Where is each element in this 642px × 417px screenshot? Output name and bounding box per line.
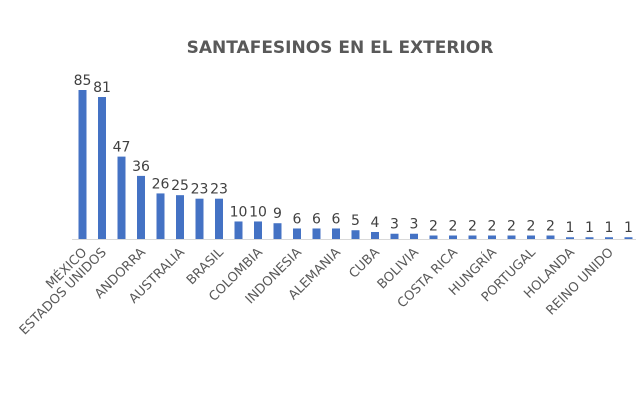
bar — [78, 90, 87, 239]
data-label: 3 — [410, 217, 419, 233]
data-label: 81 — [93, 80, 111, 96]
data-label: 2 — [449, 218, 458, 234]
data-label: 1 — [585, 220, 594, 236]
bar — [137, 175, 145, 239]
bar — [195, 198, 204, 239]
data-label: 2 — [546, 218, 555, 234]
data-label: 85 — [74, 73, 92, 89]
data-label: 1 — [566, 220, 575, 236]
bar — [98, 97, 106, 239]
bar — [176, 195, 184, 239]
bar — [585, 237, 594, 239]
data-label: 10 — [230, 204, 248, 220]
bar — [234, 221, 243, 239]
bar — [156, 193, 165, 239]
chart-title: SANTAFESINOS EN EL EXTERIOR — [187, 38, 494, 58]
data-label: 1 — [605, 220, 614, 236]
bar — [488, 235, 496, 239]
bar — [117, 156, 126, 239]
data-label: 23 — [210, 182, 228, 198]
data-label: 26 — [152, 176, 170, 192]
bar — [468, 235, 477, 239]
data-label: 2 — [488, 218, 497, 234]
data-label: 6 — [312, 211, 321, 227]
data-label: 23 — [191, 182, 209, 198]
data-label: 6 — [332, 211, 341, 227]
data-label: 1 — [624, 220, 633, 236]
data-label: 4 — [371, 215, 380, 231]
bar — [410, 233, 418, 239]
data-label: 2 — [468, 218, 477, 234]
bar — [273, 223, 282, 239]
category-label: REINO UNIDO — [544, 245, 617, 318]
data-label: 2 — [527, 218, 536, 234]
data-label: 36 — [132, 159, 150, 175]
bar — [605, 237, 613, 239]
bar — [390, 233, 399, 239]
data-label: 2 — [507, 218, 516, 234]
bar — [312, 228, 321, 239]
bar — [566, 237, 574, 239]
data-label: 10 — [249, 204, 267, 220]
data-label: 3 — [390, 217, 399, 233]
bar — [507, 235, 516, 239]
bar — [254, 221, 262, 239]
bar — [449, 235, 457, 239]
data-label: 2 — [429, 218, 438, 234]
data-label: 47 — [113, 140, 131, 156]
data-label: 6 — [293, 211, 302, 227]
bar — [624, 237, 633, 239]
bar — [371, 231, 379, 239]
category-label: CUBA — [346, 245, 382, 281]
bar — [215, 198, 223, 239]
bar — [527, 235, 535, 239]
data-label: 25 — [171, 178, 189, 194]
bar — [546, 235, 555, 239]
bar — [332, 228, 340, 239]
bar — [429, 235, 438, 239]
data-label: 5 — [351, 213, 360, 229]
bar — [351, 230, 360, 239]
bar — [293, 228, 301, 239]
data-label: 9 — [273, 206, 282, 222]
